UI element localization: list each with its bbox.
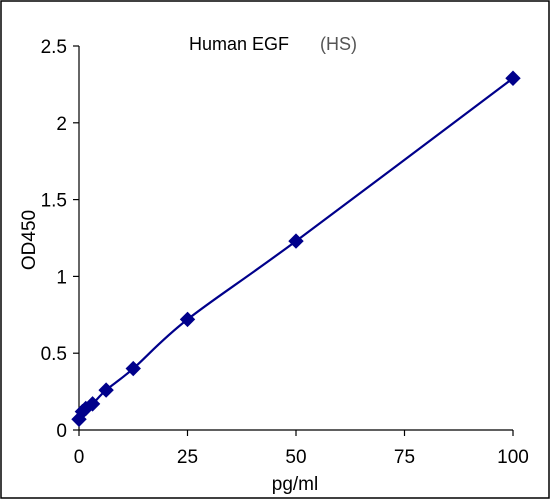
data-point-marker	[98, 382, 114, 398]
x-tick-label: 75	[394, 447, 415, 468]
x-tick-label: 0	[74, 447, 85, 468]
chart-title-text: Human EGF	[189, 34, 289, 54]
data-point-marker	[288, 233, 304, 249]
data-point-marker	[125, 360, 141, 377]
data-point-marker	[84, 396, 101, 412]
y-tick-label: 2	[56, 114, 67, 135]
y-tick-label: 2.5	[41, 37, 67, 58]
y-tick-label: 1.5	[41, 191, 67, 212]
data-point-marker	[179, 311, 196, 328]
y-axis: 0 0.5 1 1.5 2 2.5	[41, 37, 80, 442]
chart-subtitle-text: (HS)	[320, 34, 357, 54]
chart-title: Human EGF (HS)	[189, 34, 357, 54]
x-axis: 0 25 50 75 100	[74, 429, 529, 468]
x-axis-label: pg/ml	[272, 474, 318, 495]
x-tick-label: 50	[285, 447, 306, 468]
y-tick-label: 0.5	[41, 344, 67, 365]
data-point-marker	[505, 70, 521, 86]
y-tick-label: 0	[56, 421, 67, 442]
y-axis-label: OD450	[19, 210, 40, 270]
x-tick-label: 25	[177, 447, 198, 468]
y-tick-label: 1	[56, 267, 67, 288]
x-tick-label: 100	[497, 447, 529, 468]
series-layer	[71, 70, 521, 427]
